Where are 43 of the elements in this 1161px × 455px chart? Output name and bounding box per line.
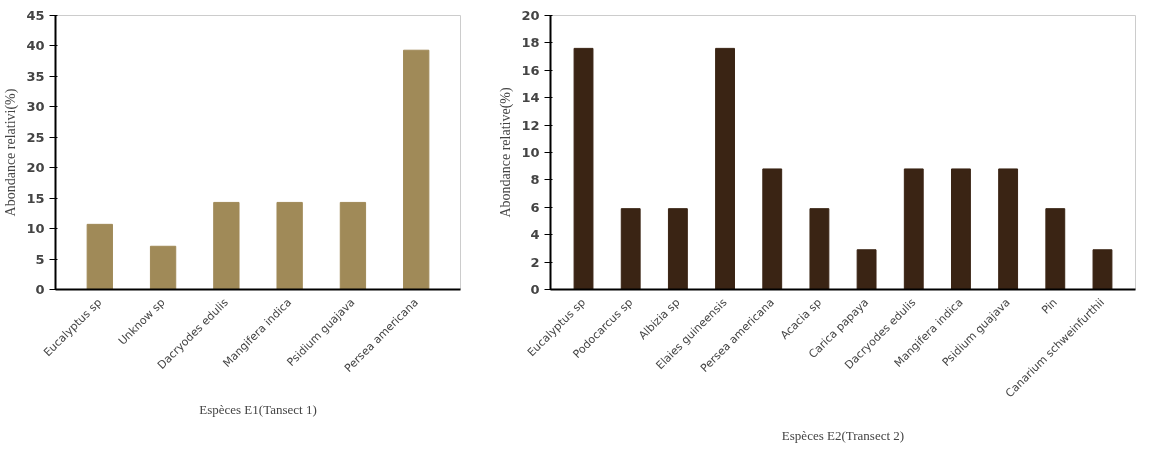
y-tick-label: 0 — [530, 282, 540, 297]
bar — [86, 223, 113, 290]
y-tick-label: 25 — [26, 129, 45, 145]
y-tick-label: 10 — [26, 221, 45, 237]
y-tick-label: 18 — [521, 35, 540, 51]
bar — [149, 245, 177, 290]
bar — [1045, 208, 1066, 290]
y-tick-label: 30 — [26, 99, 45, 115]
y-tick-label: 2 — [530, 254, 540, 270]
bar — [998, 168, 1019, 290]
y-tick-label: 15 — [26, 190, 45, 206]
y-axis-title: Abondance relative(%) — [498, 87, 515, 218]
bar — [856, 249, 877, 290]
bar — [903, 168, 924, 290]
y-tick-label: 45 — [26, 8, 45, 23]
y-tick-label: 4 — [530, 227, 540, 243]
y-tick-label: 12 — [521, 117, 540, 133]
y-tick-label: 8 — [530, 172, 540, 188]
bar — [339, 201, 367, 290]
y-tick-label: 16 — [521, 62, 540, 78]
x-axis-title: Espèces E1(Tansect 1) — [199, 402, 317, 418]
y-tick-label: 35 — [26, 68, 45, 84]
x-axis-title: Espèces E2(Transect 2) — [781, 427, 905, 443]
bar — [951, 168, 971, 290]
bar — [403, 49, 430, 290]
bar — [573, 47, 594, 290]
y-tick-label: 6 — [530, 199, 540, 215]
bar — [620, 208, 641, 290]
bar — [809, 208, 830, 290]
bar — [276, 201, 303, 290]
bar — [667, 208, 688, 290]
y-tick-label: 20 — [521, 8, 540, 23]
bar — [213, 201, 240, 290]
y-tick-label: 14 — [521, 90, 540, 106]
y-tick-label: 10 — [521, 145, 540, 160]
y-tick-label: 20 — [26, 160, 45, 176]
bar — [715, 47, 735, 290]
y-axis-title: Abondance relativi(%) — [3, 88, 20, 217]
y-tick-label: 40 — [26, 38, 45, 54]
bar — [762, 168, 783, 290]
bar — [1092, 249, 1113, 290]
y-tick-label: 0 — [35, 282, 45, 297]
y-tick-label: 5 — [35, 251, 45, 267]
